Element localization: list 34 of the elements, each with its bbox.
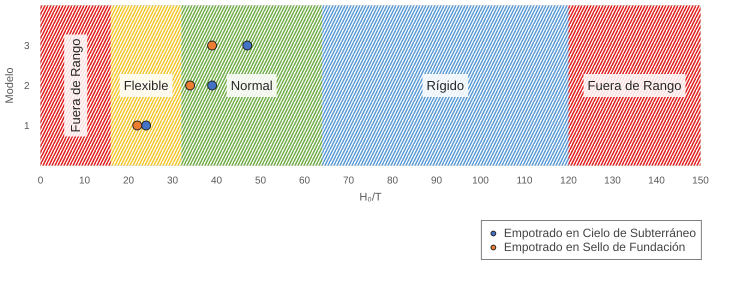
x-tick-label: 60 [298,176,310,186]
x-tick-label: 50 [254,176,266,186]
x-tick-label: 140 [648,176,666,186]
band-label: Rígido [426,78,464,93]
x-axis-title: H₀/T [359,192,382,204]
point [207,80,218,90]
point [132,120,142,130]
x-tick-label: 80 [386,176,398,186]
x-tick-label: 90 [430,176,442,186]
x-tick-label: 150 [692,176,710,186]
y-axis-title: Modelo [4,67,16,104]
point [242,40,252,50]
point [207,40,218,50]
band-label: Flexible [124,78,168,93]
point [185,80,196,90]
x-tick-label: 100 [472,176,490,186]
legend-label: Empotrado en Sello de Fundación [504,240,686,254]
x-tick-label: 0 [38,176,44,186]
x-tick-label: 40 [210,176,222,186]
point [141,120,152,130]
y-tick-label: 3 [24,41,30,52]
x-tick-label: 120 [560,176,578,186]
y-tick-label: 2 [24,81,30,92]
x-tick-label: 110 [516,176,533,186]
band-label: Normal [230,78,273,93]
y-tick-label: 1 [24,121,30,132]
x-tick-label: 10 [78,176,90,186]
x-tick-label: 20 [122,176,134,186]
band-label: Fuera de Rango [588,78,682,93]
x-tick-label: 130 [604,176,622,186]
band-label: Fuera de Rango [68,38,84,132]
legend-label: Empotrado en Cielo de Subterráneo [504,226,696,240]
x-tick-label: 70 [342,176,354,186]
x-tick-label: 30 [166,176,178,186]
